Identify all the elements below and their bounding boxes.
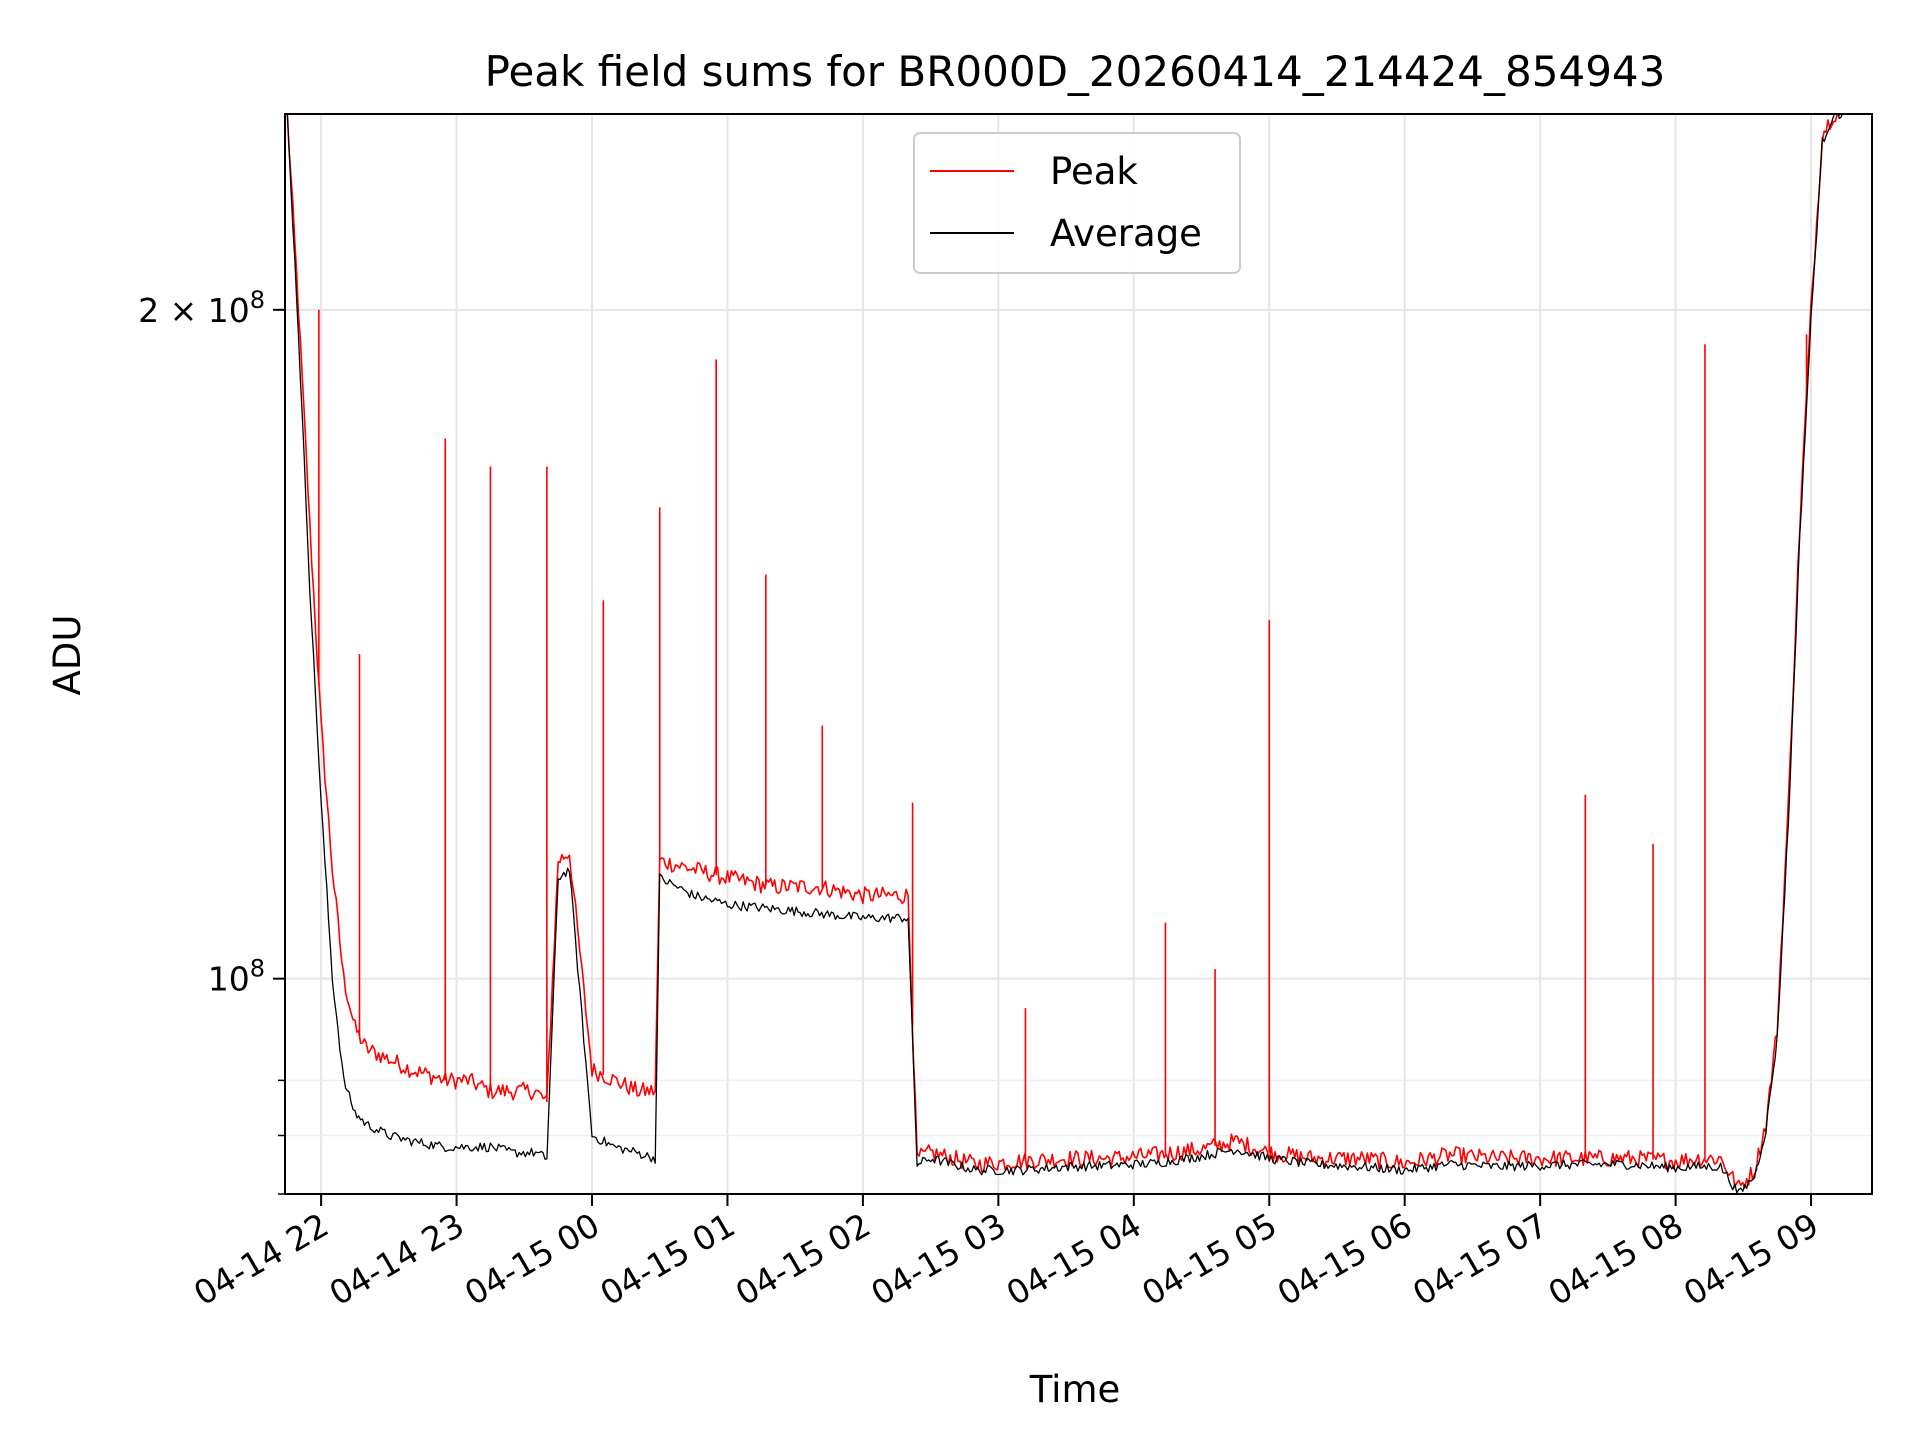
y-tick-label: 108 — [208, 955, 265, 999]
y-tick-label: 2 × 108 — [138, 286, 265, 330]
legend-label-peak: Peak — [1050, 150, 1138, 193]
x-axis-label: Time — [1029, 1368, 1121, 1411]
series-line-peak — [286, 114, 1845, 1189]
plot-frame — [284, 113, 1873, 1195]
y-axis-ticks: 108 2 × 108 — [138, 286, 285, 1195]
series-line-average — [286, 114, 1845, 1194]
plot-series — [286, 114, 1845, 1194]
legend: Peak Average — [913, 132, 1241, 274]
chart-title: Peak field sums for BR000D_20260414_2144… — [485, 47, 1666, 96]
legend-label-average: Average — [1050, 212, 1202, 255]
legend-box — [913, 132, 1241, 274]
grid — [285, 114, 1872, 1195]
y-axis-label: ADU — [46, 615, 89, 696]
